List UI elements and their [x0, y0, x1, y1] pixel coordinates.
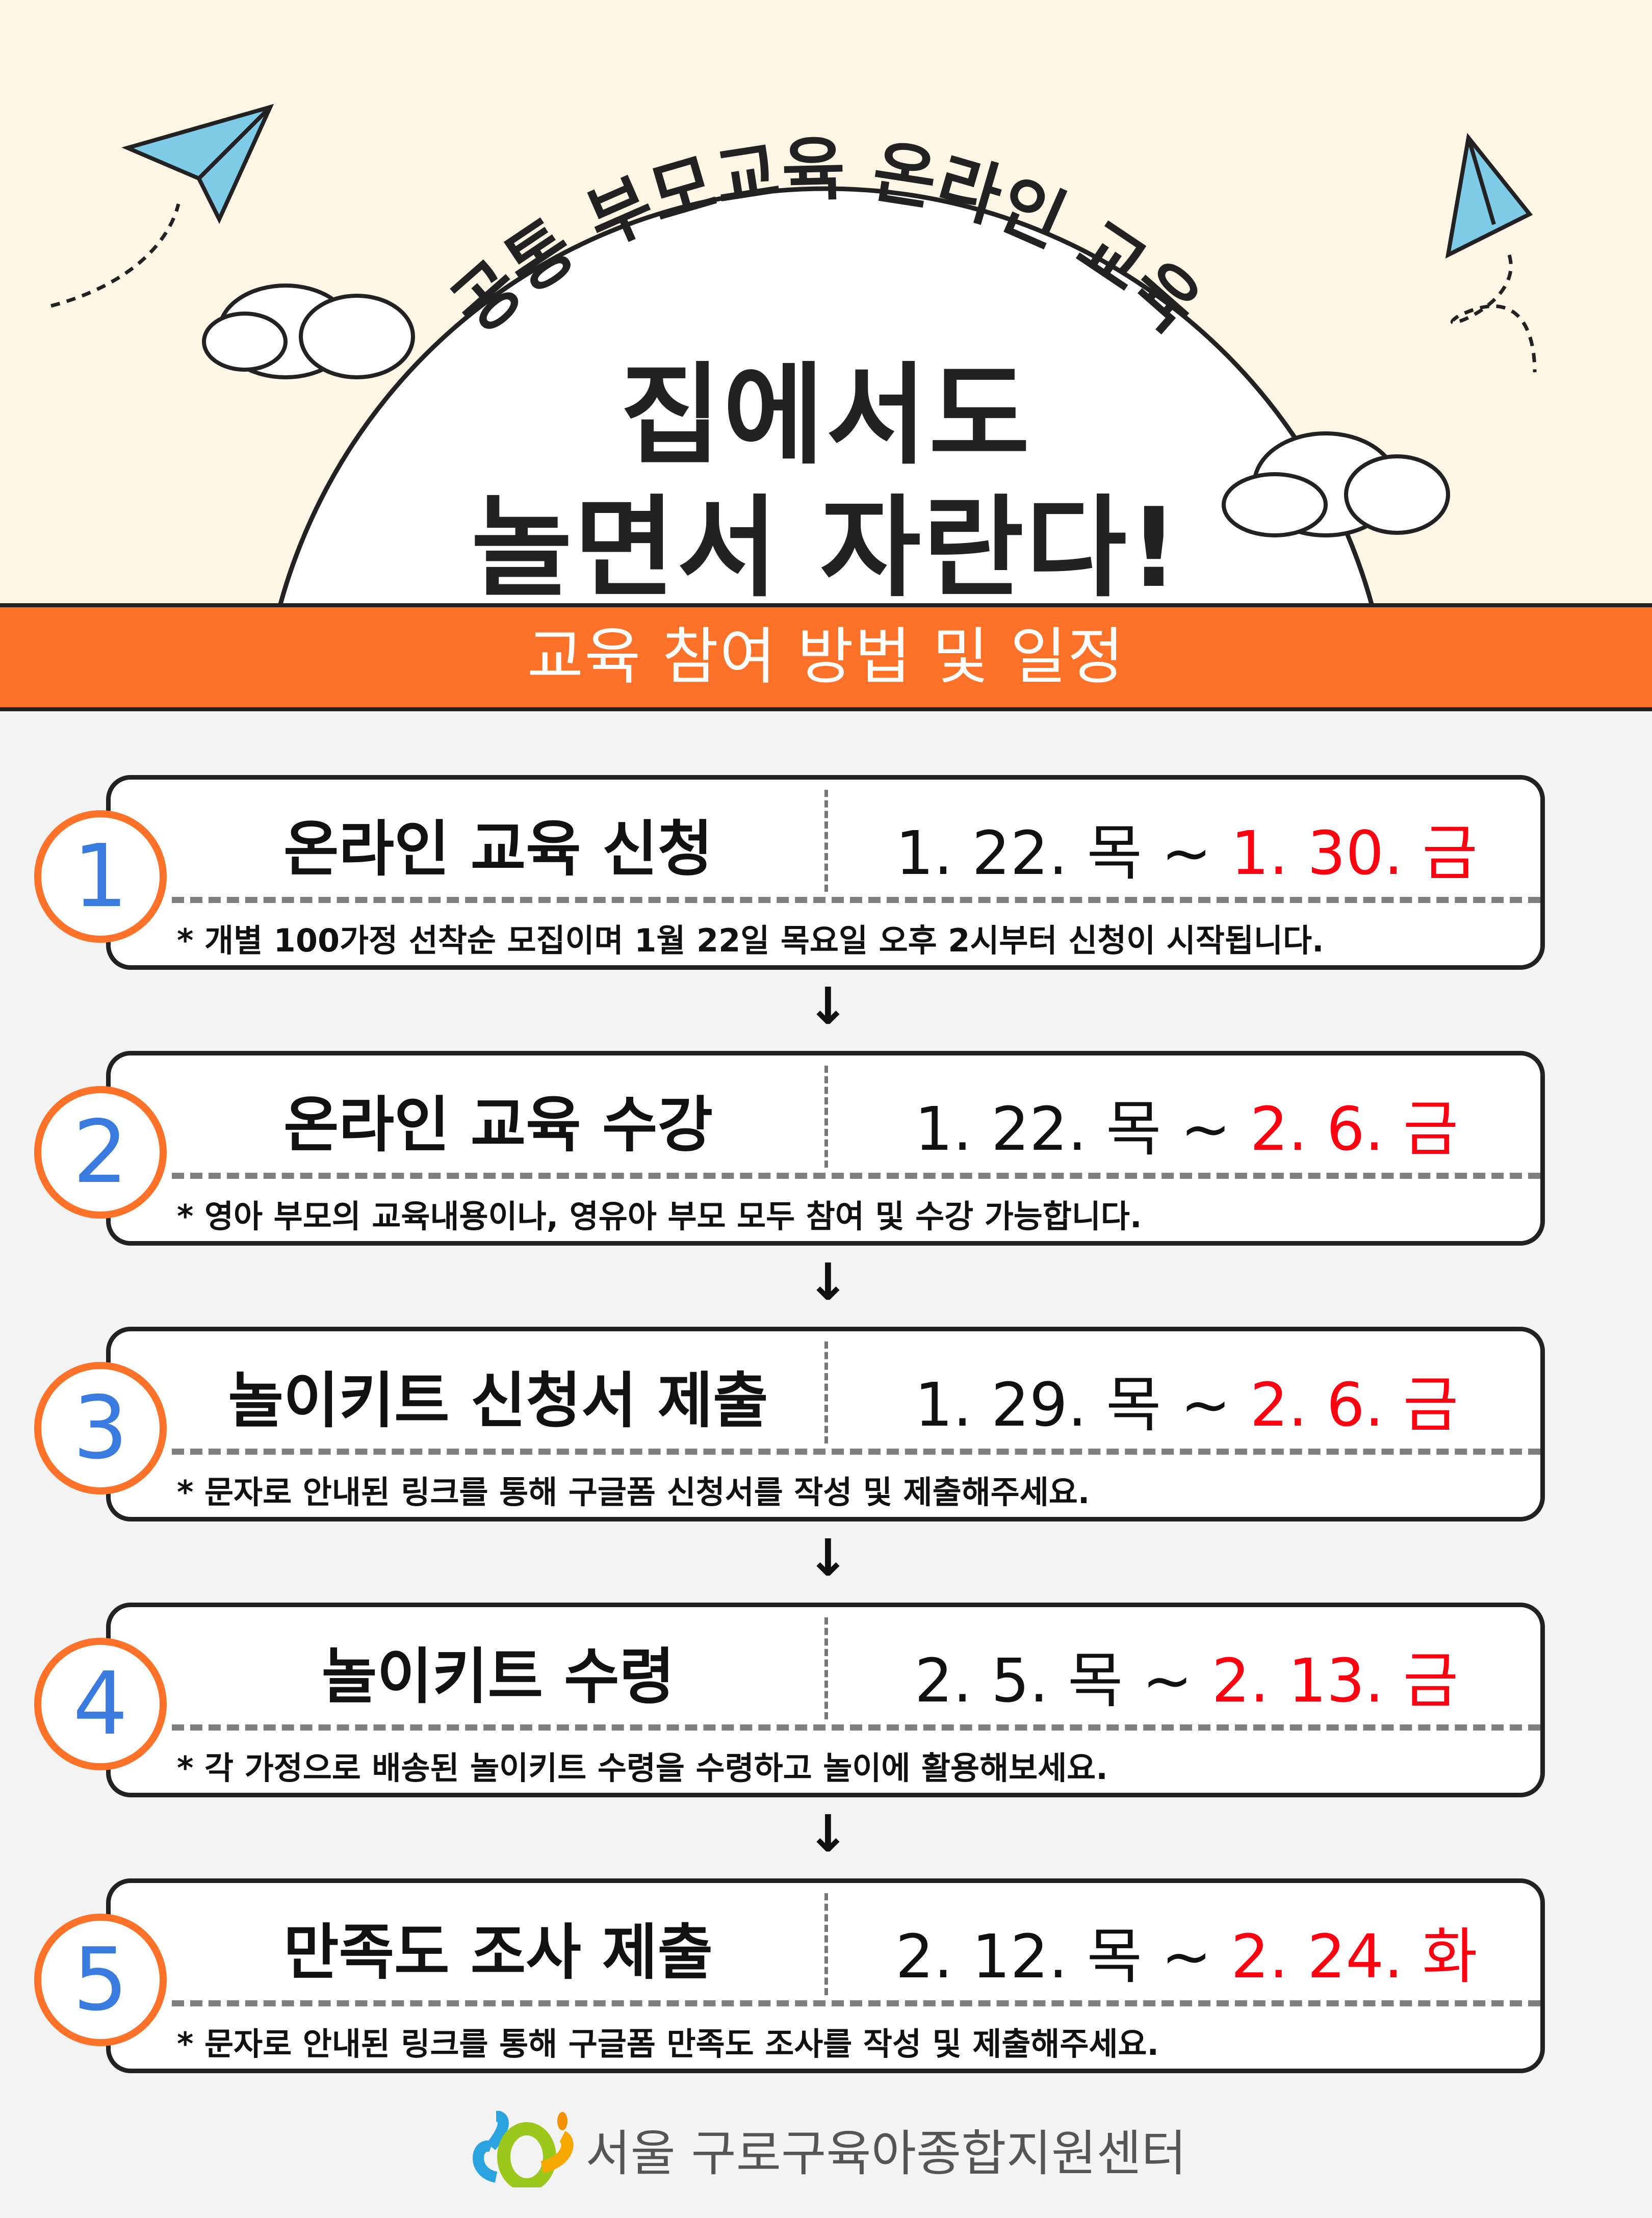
date-start: 1. 22. 목 ~	[914, 1094, 1250, 1164]
divider	[172, 1724, 1540, 1731]
divider	[824, 1342, 828, 1443]
step-note: * 문자로 안내된 링크를 통해 구글폼 신청서를 작성 및 제출해주세요.	[177, 1474, 1090, 1511]
step-card: 5 만족도 조사 제출 2. 12. 목 ~ 2. 24. 화 * 문자로 안내…	[34, 1878, 1545, 2073]
step-number: 3	[34, 1362, 167, 1494]
date-end: 2. 13. 금	[1211, 1645, 1459, 1716]
step-note: * 각 가정으로 배송된 놀이키트 수령을 수령하고 놀이에 활용해보세요.	[177, 1749, 1108, 1787]
step-number: 4	[34, 1638, 167, 1770]
step-title: 온라인 교육 신청	[283, 814, 713, 884]
footer-logo: 서울 구로구육아종합지원센터	[0, 2110, 1652, 2191]
divider	[172, 1173, 1540, 1179]
step-card: 3 놀이키트 신청서 제출 1. 29. 목 ~ 2. 6. 금 * 문자로 안…	[34, 1327, 1545, 1521]
step-title: 놀이키트 신청서 제출	[228, 1365, 768, 1436]
divider	[172, 2000, 1540, 2006]
header-illustration: 공통 부모교육 온라인 교육	[50, 104, 1537, 604]
step-number: 2	[34, 1086, 167, 1219]
date-end: 2. 6. 금	[1250, 1370, 1459, 1440]
cloud-icon	[202, 283, 415, 379]
cloud-icon	[1222, 431, 1450, 537]
divider	[824, 1893, 828, 1995]
arrow-down-icon: ↓	[807, 1252, 849, 1312]
step-card: 4 놀이키트 수령 2. 5. 목 ~ 2. 13. 금 * 각 가정으로 배송…	[34, 1603, 1545, 1797]
title-line-1: 집에서도	[620, 351, 1032, 479]
step-card: 2 온라인 교육 수강 1. 22. 목 ~ 2. 6. 금 * 영아 부모의 …	[34, 1051, 1545, 1246]
header-area: 공통 부모교육 온라인 교육 집에서도 놀면서 자란다!	[0, 0, 1652, 604]
paper-plane-icon	[121, 104, 274, 224]
step-date: 2. 5. 목 ~ 2. 13. 금	[830, 1632, 1543, 1719]
section-band: 교육 참여 방법 및 일정	[0, 603, 1652, 711]
org-logo-icon	[473, 2110, 574, 2191]
step-title: 만족도 조사 제출	[283, 1917, 713, 1988]
arrow-down-icon: ↓	[807, 1528, 849, 1588]
date-start: 2. 12. 목 ~	[895, 1921, 1231, 1992]
step-note: * 개별 100가정 선착순 모집이며 1월 22일 목요일 오후 2시부터 신…	[177, 922, 1324, 959]
date-end: 2. 6. 금	[1250, 1094, 1459, 1164]
step-date: 1. 22. 목 ~ 1. 30. 금	[830, 804, 1543, 891]
title-line-2: 놀면서 자란다!	[471, 484, 1181, 604]
step-note: * 영아 부모의 교육내용이나, 영유아 부모 모두 참여 및 수강 가능합니다…	[177, 1198, 1142, 1235]
step-card: 1 온라인 교육 신청 1. 22. 목 ~ 1. 30. 금 * 개별 100…	[34, 775, 1545, 970]
step-number: 5	[34, 1914, 167, 2046]
date-end: 2. 24. 화	[1230, 1921, 1478, 1992]
divider	[824, 1617, 828, 1719]
date-end: 1. 30. 금	[1230, 818, 1478, 888]
arrow-down-icon: ↓	[807, 1804, 849, 1864]
arch-shape	[278, 186, 1374, 604]
date-start: 1. 22. 목 ~	[895, 818, 1231, 888]
divider	[824, 1066, 828, 1168]
divider	[824, 790, 828, 892]
paper-plane-icon	[1445, 133, 1533, 259]
step-date: 2. 12. 목 ~ 2. 24. 화	[830, 1907, 1543, 1995]
org-name: 서울 구로구육아종합지원센터	[585, 2125, 1186, 2182]
divider	[172, 897, 1540, 903]
date-start: 2. 5. 목 ~	[914, 1645, 1212, 1716]
arrow-down-icon: ↓	[807, 976, 849, 1036]
step-note: * 문자로 안내된 링크를 통해 구글폼 만족도 조사를 작성 및 제출해주세요…	[177, 2025, 1159, 2062]
step-title: 놀이키트 수령	[321, 1641, 675, 1712]
step-date: 1. 29. 목 ~ 2. 6. 금	[830, 1356, 1543, 1443]
divider	[172, 1449, 1540, 1455]
step-date: 1. 22. 목 ~ 2. 6. 금	[830, 1080, 1543, 1167]
date-start: 1. 29. 목 ~	[914, 1370, 1250, 1440]
step-title: 온라인 교육 수강	[283, 1090, 713, 1160]
step-number: 1	[34, 810, 167, 943]
